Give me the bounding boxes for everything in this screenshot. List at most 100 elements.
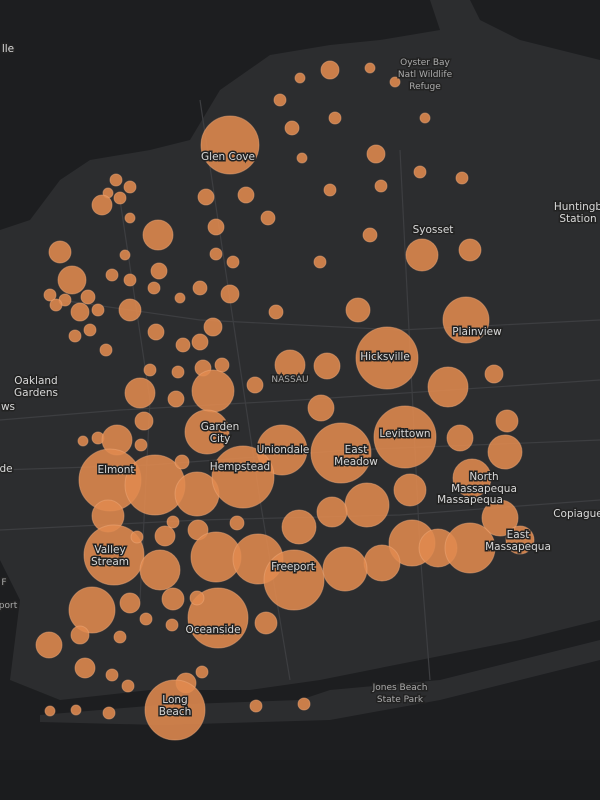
place-label-line: Uniondale xyxy=(257,444,310,456)
bubble xyxy=(246,376,264,394)
place-label: de xyxy=(0,463,13,475)
bubble xyxy=(80,289,96,305)
place-label-line: de xyxy=(0,463,13,475)
place-label: ws xyxy=(1,401,15,413)
bubble xyxy=(43,288,57,302)
bubble xyxy=(296,152,308,164)
bubble xyxy=(70,704,82,716)
bubble xyxy=(320,60,340,80)
bubble xyxy=(35,631,63,659)
place-label-line: Elmont xyxy=(98,464,135,476)
bubble xyxy=(102,706,116,720)
place-label-line: East xyxy=(345,444,368,456)
place-label-line: State Park xyxy=(377,695,424,705)
bubble xyxy=(124,212,136,224)
bubble xyxy=(484,364,504,384)
bubble xyxy=(91,194,113,216)
bubble xyxy=(118,298,142,322)
place-label: Copiague xyxy=(553,508,600,520)
bubble xyxy=(191,333,209,351)
place-label: Oceanside xyxy=(185,624,240,636)
bubble xyxy=(192,280,208,296)
bubble xyxy=(134,438,148,452)
bubble xyxy=(147,281,161,295)
bubble xyxy=(297,697,311,711)
bubble xyxy=(444,522,496,574)
bubble xyxy=(481,499,519,537)
place-label-line: Hempstead xyxy=(210,461,270,473)
bubble xyxy=(113,630,127,644)
bubble-layer xyxy=(35,60,535,741)
bubble xyxy=(328,111,342,125)
place-label: NASSAU xyxy=(271,375,308,385)
bubble xyxy=(373,405,437,469)
bubble xyxy=(323,183,337,197)
place-label-line: port xyxy=(0,601,18,611)
bubble xyxy=(189,590,205,606)
place-label-line: Copiague xyxy=(553,508,600,520)
place-label-line: Hicksville xyxy=(360,351,410,363)
bubble xyxy=(142,219,174,251)
place-label-line: Massapequa xyxy=(437,494,503,506)
bubble xyxy=(74,657,96,679)
place-label-line: Jones Beach xyxy=(372,683,428,693)
place-label: Long Beach xyxy=(159,694,192,718)
bubble xyxy=(49,298,63,312)
place-label-line: East xyxy=(507,529,530,541)
bubble xyxy=(154,525,176,547)
bubble xyxy=(70,302,90,322)
bubble xyxy=(147,323,165,341)
bubble xyxy=(165,618,179,632)
bubble xyxy=(161,587,185,611)
place-label-line: Glen Cove xyxy=(201,151,255,163)
place-label: Valley Stream xyxy=(91,544,129,568)
place-label-line: NASSAU xyxy=(271,375,308,385)
place-label: Hempstead xyxy=(210,461,270,473)
bubble xyxy=(413,165,427,179)
bubble xyxy=(171,365,185,379)
place-label: Jones Beach State Park xyxy=(372,683,428,705)
bubble xyxy=(345,297,371,323)
place-label-line: Oceanside xyxy=(185,624,240,636)
bubble xyxy=(57,265,87,295)
bubble xyxy=(322,546,368,592)
bubble xyxy=(419,112,431,124)
place-label-line: Massapequa xyxy=(451,483,517,495)
bubble xyxy=(83,323,97,337)
bubble xyxy=(91,303,105,317)
place-label-line: Beach xyxy=(159,706,192,718)
bubble xyxy=(121,679,135,693)
bubble xyxy=(113,191,127,205)
bubble xyxy=(150,262,168,280)
bubble xyxy=(105,268,119,282)
place-label-line: Massapequa xyxy=(485,541,551,553)
bubble xyxy=(316,496,348,528)
bubble xyxy=(237,186,255,204)
bubble xyxy=(364,62,376,74)
place-label-line: Oyster Bay xyxy=(400,58,450,68)
bubble xyxy=(226,255,240,269)
place-label-line: Oakland xyxy=(14,375,57,387)
bubble xyxy=(487,434,523,470)
place-label-line: Refuge xyxy=(409,82,441,92)
bubble xyxy=(124,377,156,409)
bubble xyxy=(68,586,116,634)
place-label-line: Station xyxy=(559,213,596,225)
bubble xyxy=(281,509,317,545)
bubble xyxy=(134,411,154,431)
place-label-line: Valley xyxy=(94,544,125,556)
bubble xyxy=(207,218,225,236)
bubble xyxy=(313,255,327,269)
barrier-island xyxy=(40,640,600,725)
bubble xyxy=(105,668,119,682)
bubble xyxy=(249,699,263,713)
place-label-line: Natl Wildlife xyxy=(398,70,453,80)
bubble xyxy=(197,188,215,206)
bubble xyxy=(442,296,490,344)
place-label: Elmont xyxy=(98,464,135,476)
bubble xyxy=(294,72,306,84)
bubble xyxy=(123,180,137,194)
bubble xyxy=(187,587,249,649)
bubble xyxy=(209,247,223,261)
bubble xyxy=(203,317,223,337)
